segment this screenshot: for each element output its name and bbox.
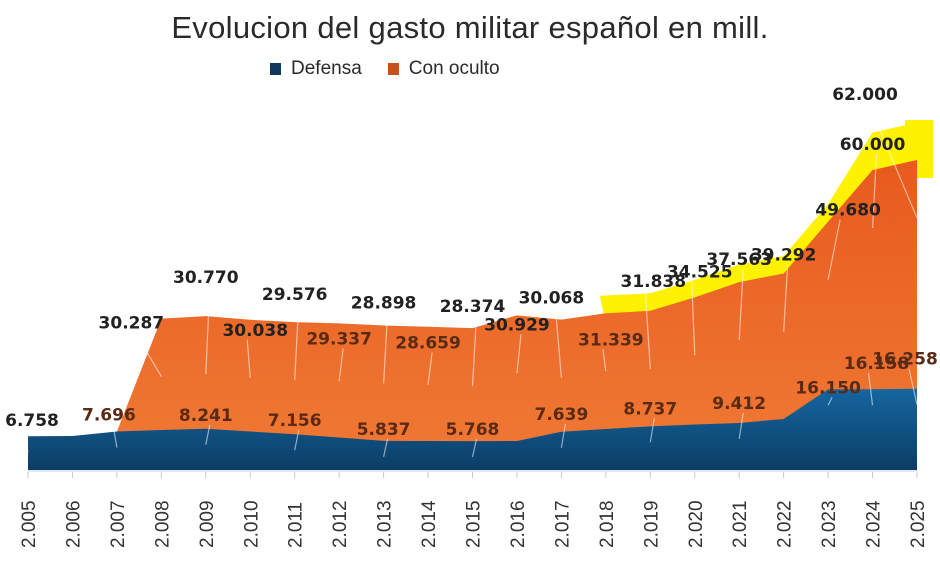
data-label: 30.287 [99, 314, 165, 334]
leader-line [560, 423, 566, 448]
legend-label-con-oculto: Con oculto [408, 58, 500, 79]
x-tick-label: 2.025 [908, 500, 929, 548]
leader-line [134, 332, 162, 377]
data-label: 8.737 [623, 399, 677, 419]
leader-line [338, 348, 344, 382]
leader-line [871, 153, 878, 229]
data-label: 6.758 [5, 411, 59, 431]
leader-line [516, 334, 522, 374]
leader-line [383, 312, 389, 384]
leader-line [908, 368, 918, 405]
x-tick-label: 2.022 [775, 500, 796, 548]
data-label: 62.000 [832, 85, 898, 105]
leader-line [867, 373, 874, 406]
data-label: 7.696 [82, 406, 136, 426]
data-label: 28.374 [440, 297, 506, 317]
x-tick-label: 2.009 [197, 500, 218, 548]
data-label: 37.563 [706, 250, 772, 270]
data-label: 31.339 [578, 330, 644, 350]
area-con-oculto [116, 160, 917, 470]
x-tick-label: 2.019 [641, 500, 662, 548]
legend-swatch-con-oculto [387, 63, 399, 75]
x-tick-label: 2.021 [730, 500, 751, 548]
leader-line [827, 396, 833, 406]
x-tick-label: 2.023 [819, 500, 840, 548]
area-defensa [28, 388, 917, 470]
leader-line [644, 290, 651, 369]
leader-line [246, 339, 251, 378]
leader-line [602, 349, 607, 372]
data-label: 29.576 [262, 285, 328, 305]
x-axis: 2.005 2.006 2.007 2.008 2.009 2.010 2.011 2.012… [19, 470, 929, 548]
data-label: 39.292 [751, 246, 817, 266]
data-label: 49.680 [815, 201, 881, 221]
data-label: 30.929 [484, 315, 550, 335]
leader-line [23, 430, 29, 453]
data-label: 9.412 [712, 394, 766, 414]
leader-line [205, 287, 211, 375]
leader-line [554, 307, 562, 378]
data-label: 31.838 [620, 272, 686, 292]
x-tick-label: 2.017 [552, 500, 573, 548]
data-label: 5.768 [446, 420, 500, 440]
legend-swatch-defensa [270, 63, 281, 75]
leader-line [738, 412, 744, 440]
leader-line [112, 424, 118, 448]
x-tick-label: 2.014 [419, 500, 440, 548]
leader-line [738, 269, 744, 341]
leader-line [649, 418, 655, 443]
x-tick-label: 2.008 [152, 500, 173, 548]
data-label: 16.158 [844, 354, 910, 374]
leader-line [383, 438, 389, 457]
data-labels: 30.287 30.770 30.038 29.576 29.337 28.898 28.6… [5, 85, 938, 440]
area-layer [28, 160, 917, 470]
data-label: 30.770 [173, 268, 239, 288]
x-tick-label: 2.010 [241, 500, 262, 548]
x-tick-label: 2.012 [330, 500, 351, 548]
data-label: 16.150 [795, 378, 861, 398]
leader-line [294, 430, 300, 451]
data-label: 34.525 [667, 262, 733, 282]
x-tick-label: 2.011 [286, 502, 307, 548]
x-tick-label: 2.007 [108, 500, 129, 548]
x-tick-label: 2.005 [19, 500, 40, 548]
leader-line [471, 439, 478, 458]
data-label: 16.258 [872, 350, 938, 370]
leader-line [294, 304, 300, 381]
data-label: 28.659 [395, 334, 461, 354]
data-label: 30.068 [519, 289, 585, 309]
leader-line [691, 281, 696, 356]
leader-line [471, 316, 478, 387]
x-tick-label: 2.020 [686, 500, 707, 548]
data-label: 5.837 [357, 420, 411, 440]
leader-line [205, 424, 211, 445]
x-tick-label: 2.015 [464, 500, 485, 548]
leader-line [783, 264, 789, 332]
data-label: 8.241 [179, 406, 233, 426]
legend-label-defensa: Defensa [291, 58, 362, 79]
x-tick-label: 2.024 [864, 500, 885, 548]
x-tick-label: 2.006 [63, 500, 84, 548]
data-label: 29.337 [306, 329, 372, 349]
legend-item-defensa: Defensa [270, 58, 362, 80]
data-label: 60.000 [840, 135, 906, 155]
leader-lines [23, 103, 918, 458]
data-label: 28.898 [351, 294, 417, 314]
legend: Defensa Con oculto [270, 58, 526, 80]
leader-line [868, 103, 918, 219]
x-tick-label: 2.013 [375, 500, 396, 548]
data-label: 7.156 [268, 411, 322, 431]
leader-line [427, 352, 433, 385]
data-label: 7.639 [535, 405, 589, 425]
legend-item-con-oculto: Con oculto [387, 58, 500, 80]
x-tick-label: 2.018 [597, 500, 618, 548]
data-label: 30.038 [222, 321, 288, 341]
leader-line [827, 219, 841, 280]
chart-title: Evolucion del gasto militar español en m… [171, 10, 769, 45]
x-tick-label: 2.016 [508, 500, 529, 548]
